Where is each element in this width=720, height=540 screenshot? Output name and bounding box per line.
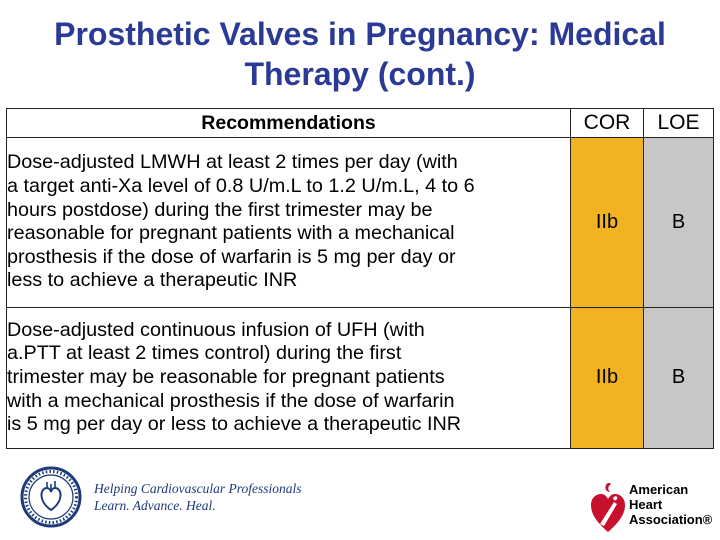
text-line: trimester may be reasonable for pregnant… <box>7 366 570 390</box>
title-line-2: Therapy (cont.) <box>0 54 720 94</box>
loe-cell: B <box>644 138 714 308</box>
title-line-1: Prosthetic Valves in Pregnancy: Medical <box>0 14 720 54</box>
cor-cell: IIb <box>571 138 644 308</box>
text-line: Dose-adjusted LMWH at least 2 times per … <box>7 151 570 175</box>
text-line: prosthesis if the dose of warfarin is 5 … <box>7 246 570 270</box>
text-line: hours postdose) during the first trimest… <box>7 199 570 223</box>
text-line: reasonable for pregnant patients with a … <box>7 222 570 246</box>
aha-wordmark: American Heart Association® <box>629 482 712 527</box>
cor-cell: IIb <box>571 307 644 448</box>
aha-line-1: American <box>629 482 712 497</box>
acc-seal-icon <box>20 466 82 528</box>
aha-footer: American Heart Association® <box>590 478 720 538</box>
recommendations-table: Recommendations COR LOE Dose-adjusted LM… <box>6 108 714 449</box>
loe-cell: B <box>644 307 714 448</box>
header-row: Recommendations COR LOE <box>7 109 714 138</box>
text-line: is 5 mg per day or less to achieve a the… <box>7 413 570 437</box>
table-row: Dose-adjusted LMWH at least 2 times per … <box>7 138 714 308</box>
header-cor: COR <box>571 109 644 138</box>
text-line: a.PTT at least 2 times control) during t… <box>7 342 570 366</box>
text-line: a target anti-Xa level of 0.8 U/m.L to 1… <box>7 175 570 199</box>
aha-line-3: Association® <box>629 512 712 527</box>
text-line: less to achieve a therapeutic INR <box>7 269 570 293</box>
recommendation-text: Dose-adjusted continuous infusion of UFH… <box>7 307 571 448</box>
header-recommendations: Recommendations <box>7 109 571 138</box>
text-line: Dose-adjusted continuous infusion of UFH… <box>7 319 570 343</box>
aha-heart-torch-icon <box>590 478 626 534</box>
aha-line-2: Heart <box>629 497 712 512</box>
recommendation-text: Dose-adjusted LMWH at least 2 times per … <box>7 138 571 308</box>
slogan-line-1: Helping Cardiovascular Professionals <box>94 480 302 497</box>
header-loe: LOE <box>644 109 714 138</box>
acc-slogan: Helping Cardiovascular Professionals Lea… <box>94 480 302 514</box>
table-row: Dose-adjusted continuous infusion of UFH… <box>7 307 714 448</box>
acc-footer: Helping Cardiovascular Professionals Lea… <box>20 466 290 530</box>
text-line: with a mechanical prosthesis if the dose… <box>7 390 570 414</box>
slide-title: Prosthetic Valves in Pregnancy: Medical … <box>0 14 720 94</box>
slogan-line-2: Learn. Advance. Heal. <box>94 497 302 514</box>
